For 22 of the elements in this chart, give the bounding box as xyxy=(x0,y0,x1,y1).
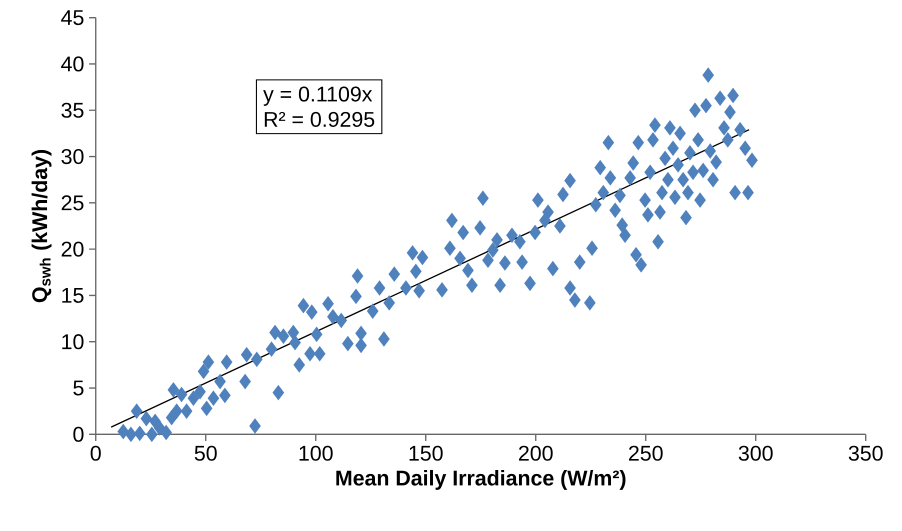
y-tick-label: 40 xyxy=(61,56,84,72)
x-tick-label: 200 xyxy=(519,446,553,461)
annotation: R² = 0.9295 xyxy=(264,112,374,127)
y-tick-label: 5 xyxy=(73,380,84,396)
y-tick-label: 10 xyxy=(62,334,84,350)
y-tick-label: 15 xyxy=(62,288,84,303)
x-tick-label: 0 xyxy=(90,446,101,461)
x-tick-label: 300 xyxy=(738,446,773,461)
annotation: y = 0.1109x xyxy=(263,86,372,106)
y-tick-label: 35 xyxy=(61,102,84,118)
x-tick-label: 150 xyxy=(410,446,443,461)
y-axis-title: Q$_{swh}$ (kWh/day) xyxy=(32,150,52,302)
y-tick-label: 45 xyxy=(61,10,84,26)
y-tick-label: 25 xyxy=(62,195,84,210)
x-axis-title: Mean Daily Irradiance (W/m²) xyxy=(336,470,626,490)
x-tick-label: 350 xyxy=(848,446,883,461)
y-tick-label: 30 xyxy=(61,149,84,164)
y-tick-label: 0 xyxy=(73,426,84,442)
x-tick-label: 250 xyxy=(629,446,663,461)
x-tick-label: 50 xyxy=(194,446,217,461)
x-tick-label: 100 xyxy=(300,446,333,461)
y-tick-label: 20 xyxy=(62,242,84,257)
